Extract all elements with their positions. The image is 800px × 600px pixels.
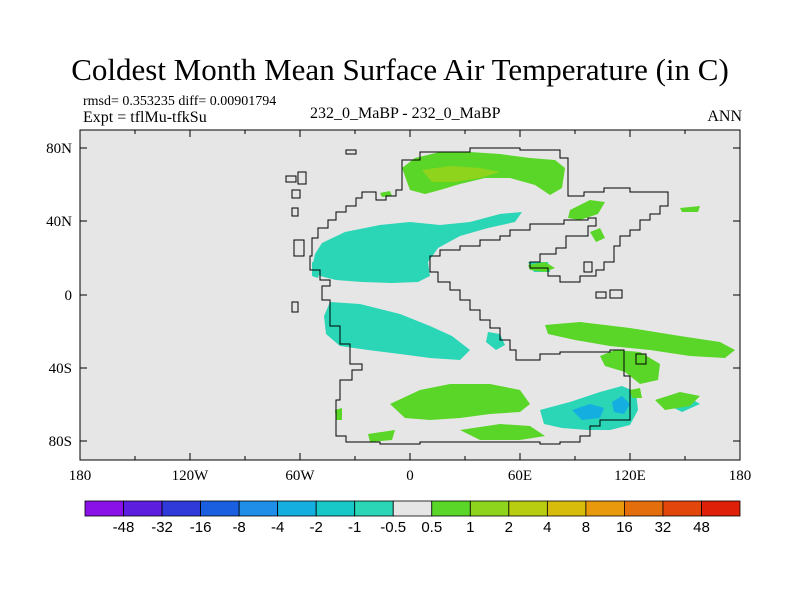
anomaly-patch-green [335, 408, 342, 420]
colorbar-swatch [123, 500, 163, 517]
coastline-island [345, 149, 357, 155]
lat-tick-label: 0 [65, 288, 73, 304]
colorbar-swatch [662, 500, 702, 517]
colorbar-swatch [508, 500, 548, 517]
anomaly-patch-teal [312, 212, 522, 283]
coastline-island [291, 189, 301, 199]
coastline-island [297, 171, 307, 185]
anomaly-shading [312, 152, 735, 442]
colorbar-label: -0.5 [380, 519, 406, 536]
lon-tick-label: 0 [406, 468, 414, 484]
map-title: Coldest Month Mean Surface Air Temperatu… [71, 52, 729, 87]
lon-tick-label: 120E [614, 468, 646, 484]
anomaly-patch-green [390, 384, 530, 420]
coastlines [285, 147, 669, 445]
season-label: ANN [707, 108, 742, 125]
colorbar-label: 16 [616, 519, 633, 536]
coastline-northern-landmass [309, 147, 669, 445]
coastline-island [285, 175, 297, 183]
lon-tick-label: 180 [729, 468, 752, 484]
colorbar-label: -8 [232, 519, 245, 536]
lat-tick-label: 40N [46, 214, 72, 230]
colorbar-label: 1 [466, 519, 474, 536]
lon-tick-label: 120W [172, 468, 210, 484]
colorbar-label: 8 [582, 519, 590, 536]
colorbar-label: 0.5 [421, 519, 442, 536]
coastline-island [583, 261, 593, 273]
coastline-island [609, 289, 623, 299]
colorbar-swatch [546, 500, 587, 517]
colorbar-label: -32 [151, 519, 173, 536]
colorbar-swatch [161, 500, 201, 517]
anomaly-patch-green [590, 228, 605, 242]
lat-tick-label: 40S [49, 361, 72, 377]
colorbar-label: 4 [543, 519, 551, 536]
colorbar-label: -48 [113, 519, 135, 536]
lon-tick-label: 60W [285, 468, 315, 484]
colorbar-swatch [238, 500, 279, 517]
anomaly-patch-yellowgreen [422, 166, 500, 182]
anomaly-patch-green [600, 350, 660, 384]
colorbar-label: 32 [655, 519, 672, 536]
subtitle: 232_0_MaBP - 232_0_MaBP [310, 105, 501, 122]
anomaly-patch-green [630, 388, 642, 398]
stats-line: rmsd= 0.353235 diff= 0.00901794 [83, 94, 277, 109]
anomaly-patch-green [368, 430, 395, 442]
coastline-island [291, 301, 299, 313]
axis-tick-labels: 180 120W 60W 0 60E 120E 180 80N 40N 0 40… [46, 141, 751, 484]
anomaly-patch-green [545, 322, 735, 358]
colorbar-label: -2 [310, 519, 323, 536]
colorbar-label: 2 [505, 519, 513, 536]
colorbar-swatch [315, 500, 356, 517]
colorbar-swatch [701, 500, 741, 517]
experiment-label: Expt = tflMu-tfkSu [83, 109, 207, 126]
anomaly-patch-blue [572, 404, 604, 420]
colorbar-swatch [469, 500, 510, 517]
anomaly-patch-green [568, 200, 605, 220]
coastline-island [635, 353, 647, 365]
lat-tick-label: 80S [49, 434, 72, 450]
lon-tick-label: 180 [69, 468, 92, 484]
colorbar-swatch [585, 500, 625, 517]
colorbar-swatch [84, 500, 124, 517]
colorbar-swatch [624, 500, 664, 517]
coastline-island [291, 207, 299, 217]
colorbar-swatch [392, 500, 433, 517]
anomaly-patch-green [460, 424, 545, 440]
lon-tick-label: 60E [508, 468, 532, 484]
colorbar-swatch [277, 500, 317, 517]
colorbar-swatch [354, 500, 394, 517]
colorbar-label: -16 [190, 519, 212, 536]
anomaly-patch-green [680, 206, 700, 212]
colorbar-label: -4 [271, 519, 284, 536]
anomaly-patch-blue [612, 396, 630, 414]
axis-ticks [79, 130, 741, 460]
colorbar-label: -1 [348, 519, 361, 536]
colorbar-label: 48 [693, 519, 710, 536]
colorbar-swatch [431, 500, 471, 517]
coastline-island [595, 291, 607, 299]
colorbar-swatch [200, 500, 240, 517]
anomaly-patch-teal [324, 302, 470, 360]
coastline-island [293, 239, 305, 257]
colorbar: -48 -32 -16 -8 -4 -2 -1 -0.5 0.5 1 2 4 8 16 32 48 [84, 500, 741, 536]
lat-tick-label: 80N [46, 141, 72, 157]
anomaly-patch-green [655, 392, 700, 410]
